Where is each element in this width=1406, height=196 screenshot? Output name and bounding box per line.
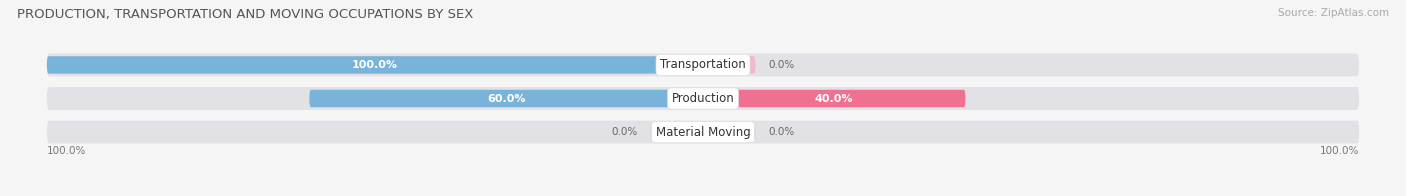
Text: 0.0%: 0.0% <box>769 60 794 70</box>
Text: Transportation: Transportation <box>661 58 745 71</box>
FancyBboxPatch shape <box>46 121 1360 143</box>
FancyBboxPatch shape <box>703 90 966 107</box>
Text: 100.0%: 100.0% <box>352 60 398 70</box>
FancyBboxPatch shape <box>46 87 1360 110</box>
Legend: Male, Female: Male, Female <box>643 193 763 196</box>
Text: 60.0%: 60.0% <box>486 93 526 103</box>
FancyBboxPatch shape <box>46 56 703 74</box>
Text: Material Moving: Material Moving <box>655 126 751 139</box>
Text: PRODUCTION, TRANSPORTATION AND MOVING OCCUPATIONS BY SEX: PRODUCTION, TRANSPORTATION AND MOVING OC… <box>17 8 474 21</box>
Text: Source: ZipAtlas.com: Source: ZipAtlas.com <box>1278 8 1389 18</box>
FancyBboxPatch shape <box>309 90 703 107</box>
FancyBboxPatch shape <box>651 123 703 141</box>
FancyBboxPatch shape <box>703 56 755 74</box>
FancyBboxPatch shape <box>46 54 1360 76</box>
Text: 100.0%: 100.0% <box>1320 146 1360 156</box>
Text: 100.0%: 100.0% <box>46 146 86 156</box>
Text: 40.0%: 40.0% <box>815 93 853 103</box>
Text: Production: Production <box>672 92 734 105</box>
Text: 0.0%: 0.0% <box>612 127 637 137</box>
Text: 0.0%: 0.0% <box>769 127 794 137</box>
FancyBboxPatch shape <box>703 123 755 141</box>
